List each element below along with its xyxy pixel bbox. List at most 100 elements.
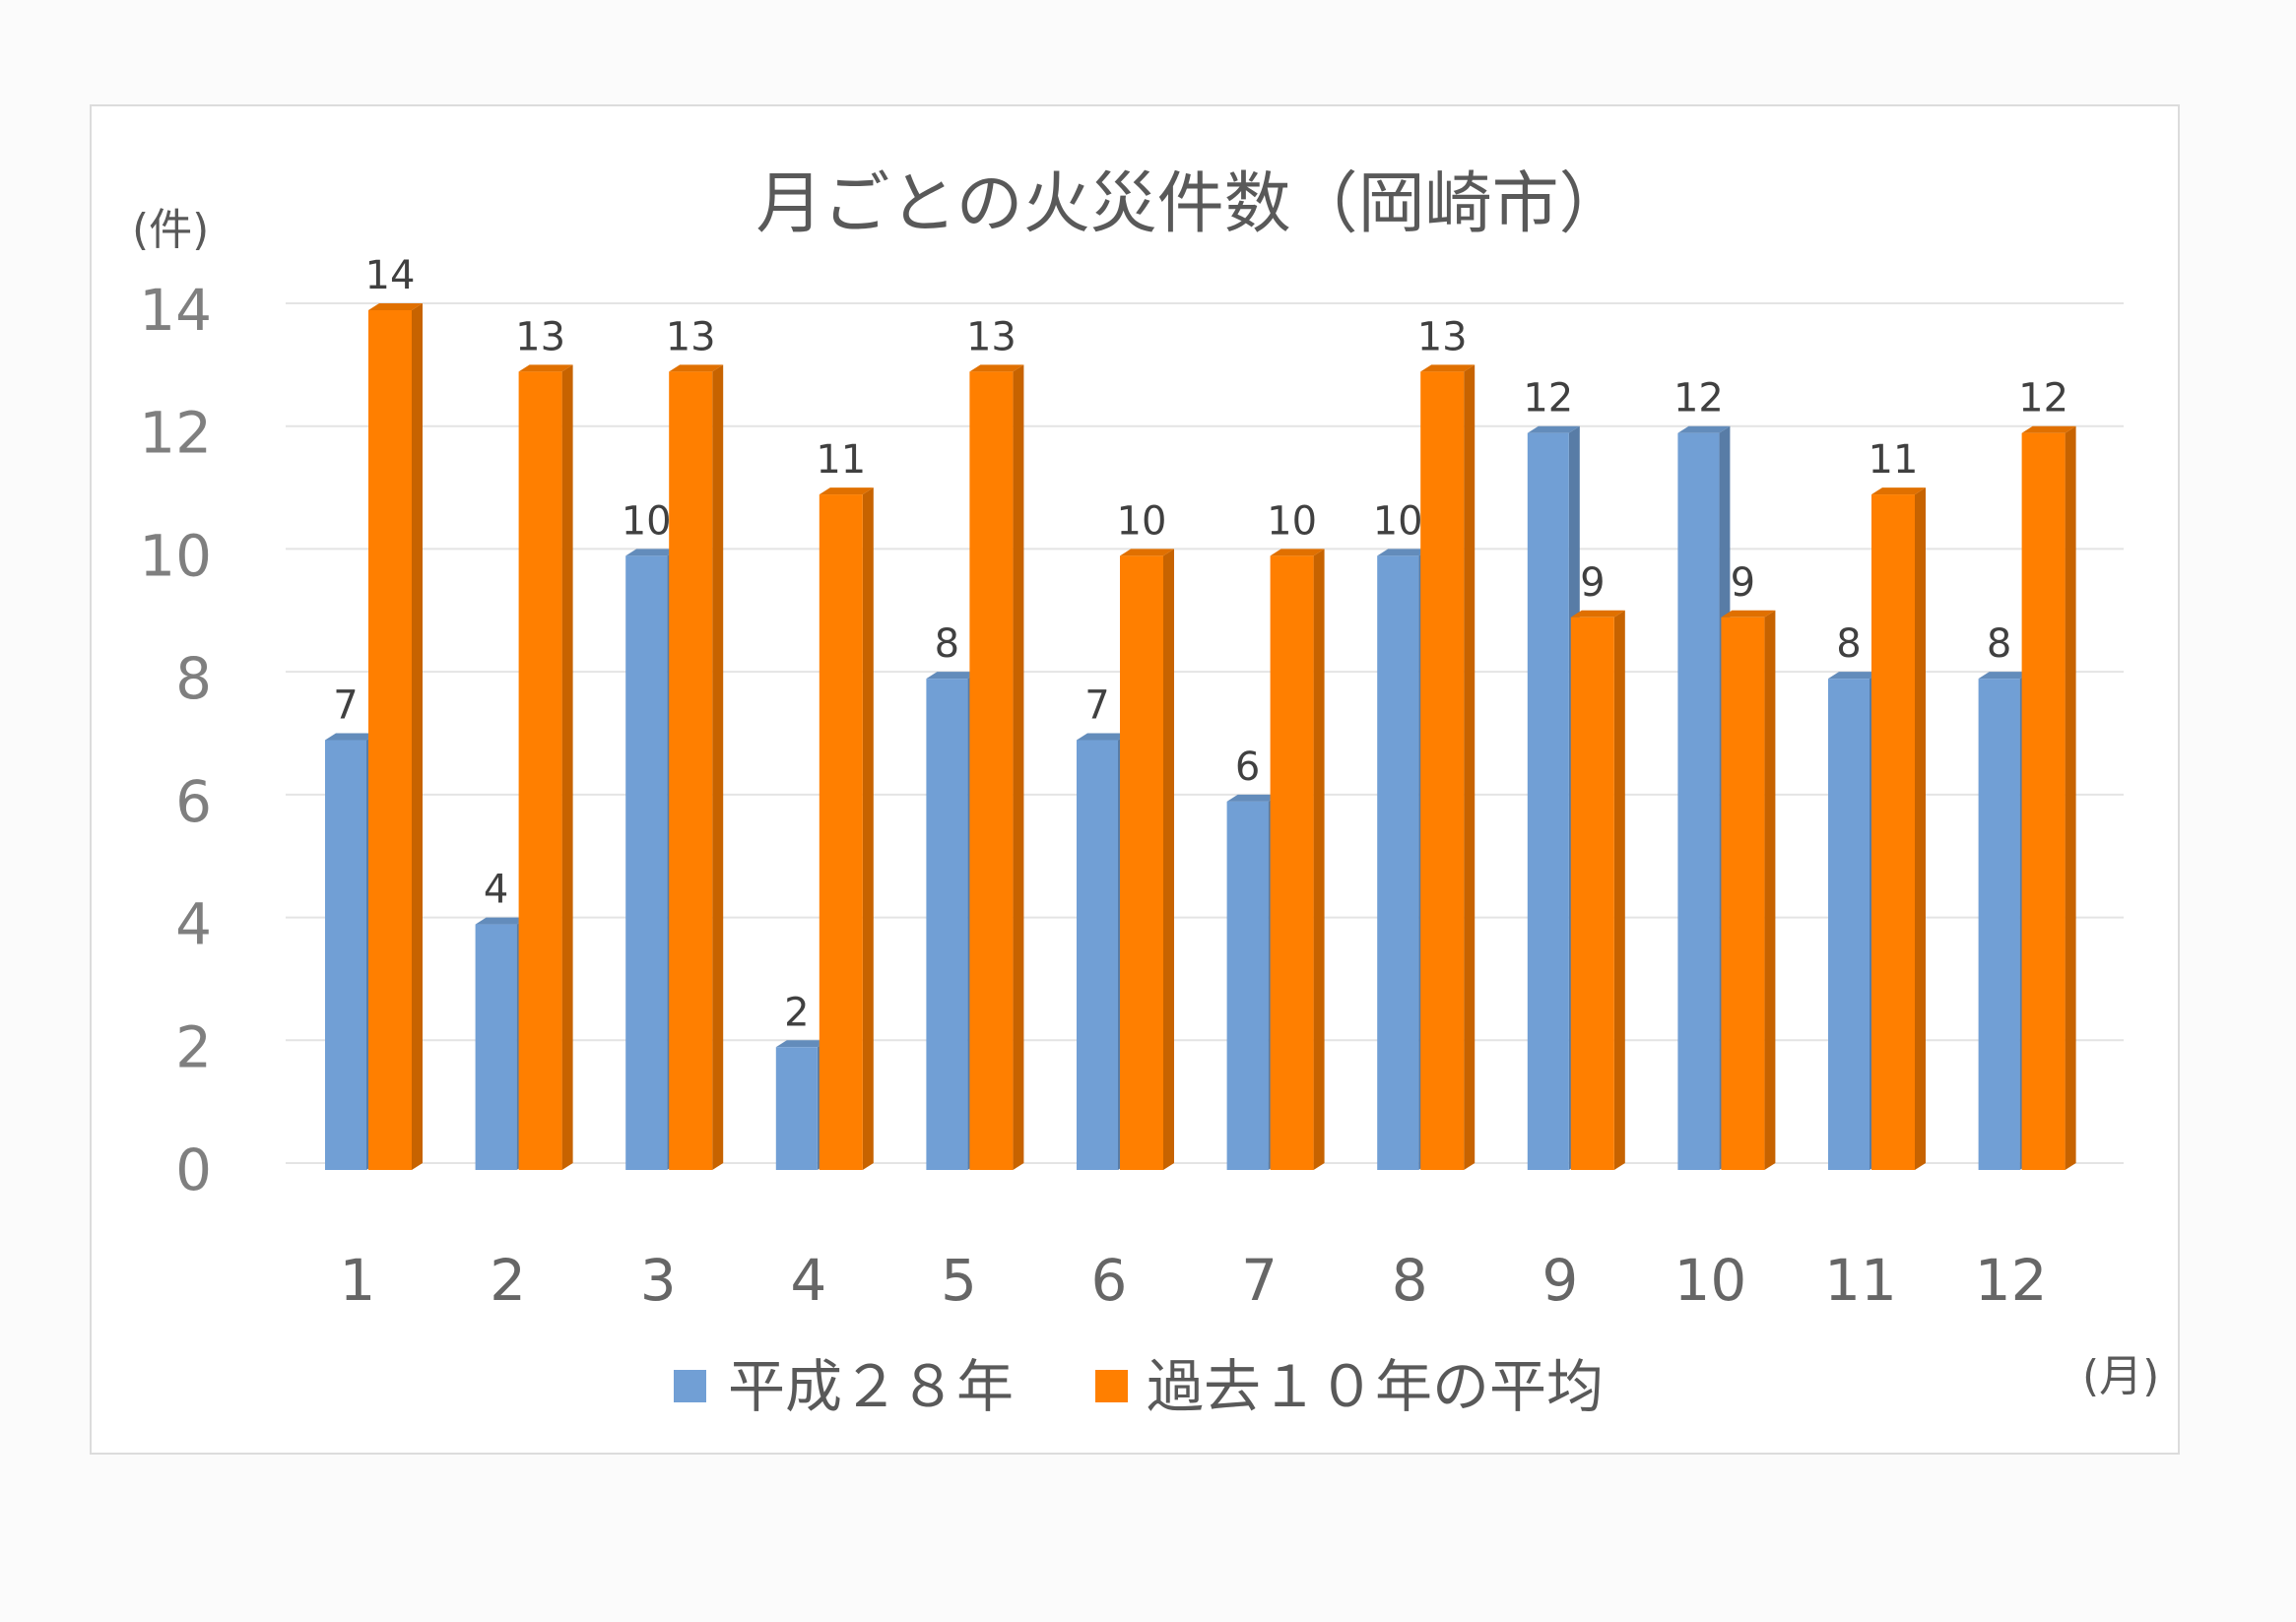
x-tick-label: 2	[490, 1247, 526, 1314]
bar-top	[475, 917, 528, 925]
bar-top	[1420, 364, 1476, 372]
bar-10yr-average-month-7	[1270, 549, 1325, 1170]
bar-front	[625, 555, 668, 1170]
bar-top	[1721, 610, 1776, 617]
data-label-10yr-average-month-1: 14	[365, 253, 416, 298]
data-label-heisei28-month-10: 12	[1673, 376, 1724, 422]
data-label-heisei28-month-7: 6	[1235, 745, 1260, 790]
y-tick-label: 8	[175, 645, 212, 712]
bar-top	[926, 672, 979, 680]
bar-side	[712, 364, 724, 1170]
legend: 平成２８年 過去１０年の平均	[674, 1353, 1604, 1420]
bar-top	[819, 487, 874, 495]
bar-side	[1613, 610, 1625, 1170]
y-axis-ticks: 0 2 4 6 8 10 12 14	[139, 277, 212, 1203]
bar-10yr-average-month-2	[518, 364, 573, 1170]
bar-front	[1377, 555, 1419, 1170]
data-label-10yr-average-month-6: 10	[1117, 498, 1167, 544]
legend-label-heisei28: 平成２８年	[728, 1353, 1014, 1420]
bar-top	[1871, 487, 1926, 495]
legend-item-heisei28: 平成２８年	[674, 1353, 1014, 1420]
bar-front	[1420, 371, 1465, 1170]
y-tick-label: 12	[139, 400, 212, 467]
bar-front	[969, 371, 1014, 1170]
legend-swatch-10yr-average	[1095, 1370, 1128, 1402]
bar-front	[1120, 555, 1163, 1170]
legend-label-10yr-average: 過去１０年の平均	[1147, 1353, 1604, 1420]
bar-top	[669, 364, 724, 372]
x-axis-ticks: 1 2 3 4 5 6 7 8 9 10 11 12	[340, 1247, 2048, 1314]
bar-front	[1677, 432, 1720, 1170]
bar-top	[625, 549, 679, 556]
x-tick-label: 3	[640, 1247, 677, 1314]
legend-swatch-heisei28	[674, 1370, 706, 1402]
bar-top	[2021, 425, 2076, 433]
y-axis-unit: (件)	[132, 205, 209, 255]
bar-side	[1013, 364, 1024, 1170]
bar-side	[1464, 364, 1476, 1170]
data-label-heisei28-month-4: 2	[784, 990, 809, 1035]
bar-front	[1077, 740, 1118, 1170]
bar-10yr-average-month-9	[1570, 610, 1625, 1170]
bar-front	[1570, 616, 1614, 1170]
data-labels: 7 14 4 13 10 13 2 11 8 13 7 10 6 10 10 13 12 9 12 9 8 11 8 12	[333, 253, 2068, 1035]
y-tick-label: 6	[175, 768, 212, 835]
data-label-10yr-average-month-10: 9	[1731, 560, 1755, 606]
bar-10yr-average-month-4	[819, 487, 874, 1171]
gridlines	[286, 302, 2124, 1164]
data-label-heisei28-month-2: 4	[484, 868, 508, 913]
chart-title: 月ごとの火災件数（岡崎市）	[755, 165, 1625, 243]
x-tick-label: 7	[1241, 1247, 1278, 1314]
bar-top	[1570, 610, 1625, 617]
bar-top	[518, 364, 573, 372]
x-tick-label: 1	[340, 1247, 376, 1314]
bar-top	[368, 303, 423, 310]
bar-front	[1527, 432, 1569, 1170]
data-label-heisei28-month-11: 8	[1836, 621, 1861, 667]
bar-10yr-average-month-6	[1120, 549, 1174, 1170]
bar-side	[1163, 549, 1174, 1170]
bar-10yr-average-month-3	[669, 364, 724, 1170]
bar-front	[368, 310, 412, 1170]
bar-front	[669, 371, 713, 1170]
bar-side	[1313, 549, 1325, 1170]
bar-top	[1978, 672, 2031, 680]
bar-front	[1828, 679, 1870, 1170]
data-label-10yr-average-month-9: 9	[1580, 560, 1605, 606]
bar-top	[1377, 549, 1430, 556]
legend-item-10yr-average: 過去１０年の平均	[1095, 1353, 1604, 1420]
y-tick-label: 10	[139, 522, 212, 589]
bar-front	[1270, 555, 1314, 1170]
bar-front	[1978, 679, 2020, 1170]
bar-front	[475, 924, 517, 1170]
data-label-heisei28-month-1: 7	[333, 683, 358, 729]
y-tick-label: 2	[175, 1013, 212, 1080]
bar-front	[1226, 801, 1269, 1170]
bar-top	[1077, 733, 1129, 741]
bar-10yr-average-month-12	[2021, 425, 2076, 1170]
y-tick-label: 0	[175, 1136, 212, 1203]
bar-front	[1871, 494, 1915, 1171]
bar-side	[412, 303, 423, 1170]
data-label-heisei28-month-9: 12	[1523, 376, 1573, 422]
bar-10yr-average-month-8	[1420, 364, 1476, 1170]
x-tick-label: 8	[1392, 1247, 1428, 1314]
bar-10yr-average-month-5	[969, 364, 1024, 1170]
x-tick-label: 6	[1091, 1247, 1128, 1314]
data-label-10yr-average-month-3: 13	[666, 314, 716, 359]
bar-top	[1527, 425, 1580, 433]
data-label-heisei28-month-8: 10	[1373, 498, 1423, 544]
data-label-10yr-average-month-11: 11	[1869, 437, 1919, 483]
bar-front	[325, 740, 366, 1170]
bar-front	[1721, 616, 1765, 1170]
data-label-10yr-average-month-2: 13	[515, 314, 565, 359]
bar-side	[561, 364, 573, 1170]
data-label-10yr-average-month-12: 12	[2018, 376, 2068, 422]
bar-top	[325, 733, 377, 741]
x-tick-label: 12	[1975, 1247, 2048, 1314]
bar-top	[969, 364, 1024, 372]
bar-top	[1828, 672, 1880, 680]
y-tick-label: 4	[175, 891, 212, 958]
data-label-heisei28-month-12: 8	[1987, 621, 2011, 667]
